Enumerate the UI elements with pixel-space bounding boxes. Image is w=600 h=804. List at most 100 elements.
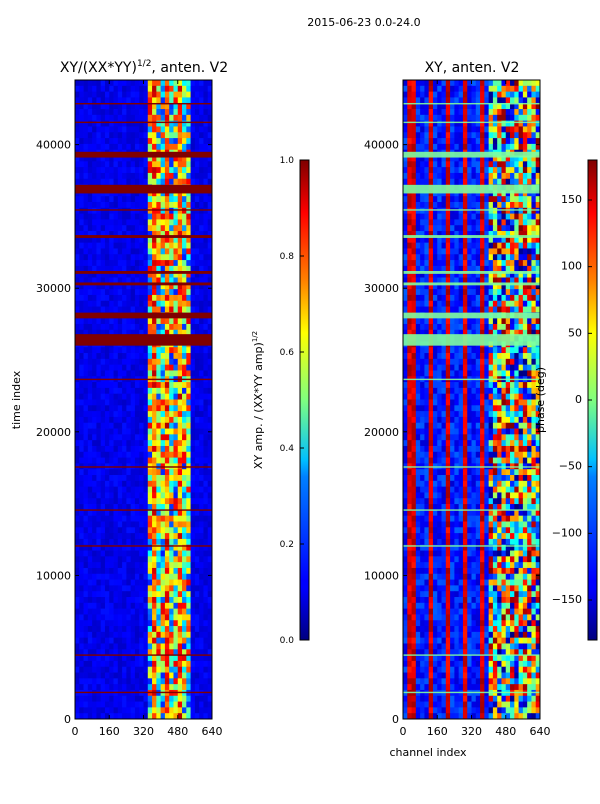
amp-cell (173, 673, 178, 679)
phase-cell (412, 289, 417, 295)
amp-cell (135, 417, 140, 423)
amp-cell (88, 702, 93, 708)
amp-cell (84, 307, 89, 313)
amp-cell (199, 516, 204, 522)
amp-cell (118, 260, 123, 266)
amp-cell (186, 673, 191, 679)
amp-cell (156, 405, 161, 411)
amp-cell (118, 702, 123, 708)
phase-cell (497, 214, 502, 220)
amp-cell (96, 551, 101, 557)
amp-cell (84, 208, 89, 214)
amp-cell (88, 469, 93, 475)
amp-cell (79, 97, 84, 103)
phase-cell (531, 318, 536, 324)
phase-cell (476, 109, 481, 115)
amp-cell (173, 452, 178, 458)
amp-cell (199, 614, 204, 620)
phase-cell (472, 167, 477, 173)
phase-cell (489, 196, 494, 202)
amp-cell (186, 359, 191, 365)
phase-cell (437, 80, 442, 86)
phase-cell (472, 115, 477, 121)
amp-cell (191, 138, 196, 144)
amp-cell (139, 551, 144, 557)
phase-cell (527, 97, 532, 103)
amp-cell (92, 678, 97, 684)
amp-cell (79, 574, 84, 580)
amp-cell (178, 208, 183, 214)
amp-cell (156, 260, 161, 266)
amp-cell (126, 167, 131, 173)
amp-cell (114, 521, 119, 527)
phase-cell (489, 208, 494, 214)
phase-cell (446, 318, 451, 324)
phase-cell (476, 144, 481, 150)
amp-cell (195, 684, 200, 690)
amp-cell (122, 638, 127, 644)
amp-cell (75, 307, 80, 313)
amp-cell (165, 324, 170, 330)
phase-cell (403, 307, 408, 313)
amp-cell (156, 673, 161, 679)
phase-cell (433, 86, 438, 92)
amp-cell (122, 492, 127, 498)
amp-cell (195, 562, 200, 568)
amp-cell (105, 359, 110, 365)
amp-cell (118, 365, 123, 371)
amp-cell (92, 574, 97, 580)
amp-cell (191, 324, 196, 330)
amp-cell (161, 260, 166, 266)
amp-cell (96, 498, 101, 504)
amp-cell (203, 551, 208, 557)
amp-cell (105, 394, 110, 400)
amp-cell (139, 521, 144, 527)
amp-cell (96, 202, 101, 208)
phase-cell (407, 289, 412, 295)
phase-cell (467, 202, 472, 208)
amp-cell (152, 487, 157, 493)
phase-cell (446, 225, 451, 231)
amp-cell (122, 510, 127, 516)
phase-cell (480, 219, 485, 225)
amp-cell (169, 696, 174, 702)
amp-cell (92, 702, 97, 708)
amp-cell (186, 556, 191, 562)
amp-cell (131, 626, 136, 632)
amp-cell (165, 353, 170, 359)
phase-cell (429, 295, 434, 301)
amp-cell (84, 597, 89, 603)
phase-cell (454, 307, 459, 313)
phase-cell (437, 295, 442, 301)
amp-cell (199, 400, 204, 406)
amp-cell (92, 295, 97, 301)
amp-cell (203, 643, 208, 649)
right-panel-title: XY, anten. V2 (425, 60, 520, 76)
amp-cell (92, 667, 97, 673)
amp-cell (122, 86, 127, 92)
amp-cell (169, 516, 174, 522)
amp-cell (191, 243, 196, 249)
phase-cell (519, 138, 524, 144)
amp-cell (178, 713, 183, 719)
amp-cell (199, 521, 204, 527)
amp-cell (199, 678, 204, 684)
amp-cell (148, 492, 153, 498)
phase-cell (420, 225, 425, 231)
saturated-row-band (75, 122, 212, 123)
amp-cell (109, 214, 114, 220)
amp-cell (75, 417, 80, 423)
amp-cell (186, 655, 191, 661)
phase-cell (467, 307, 472, 313)
amp-cell (161, 347, 166, 353)
amp-cell (75, 498, 80, 504)
amp-cell (186, 684, 191, 690)
amp-cell (118, 394, 123, 400)
saturated-row-band (75, 379, 212, 380)
amp-cell (173, 707, 178, 713)
amp-cell (148, 121, 153, 127)
amp-cell (165, 248, 170, 254)
amp-cell (105, 609, 110, 615)
amp-cell (182, 475, 187, 481)
phase-cell (450, 92, 455, 98)
